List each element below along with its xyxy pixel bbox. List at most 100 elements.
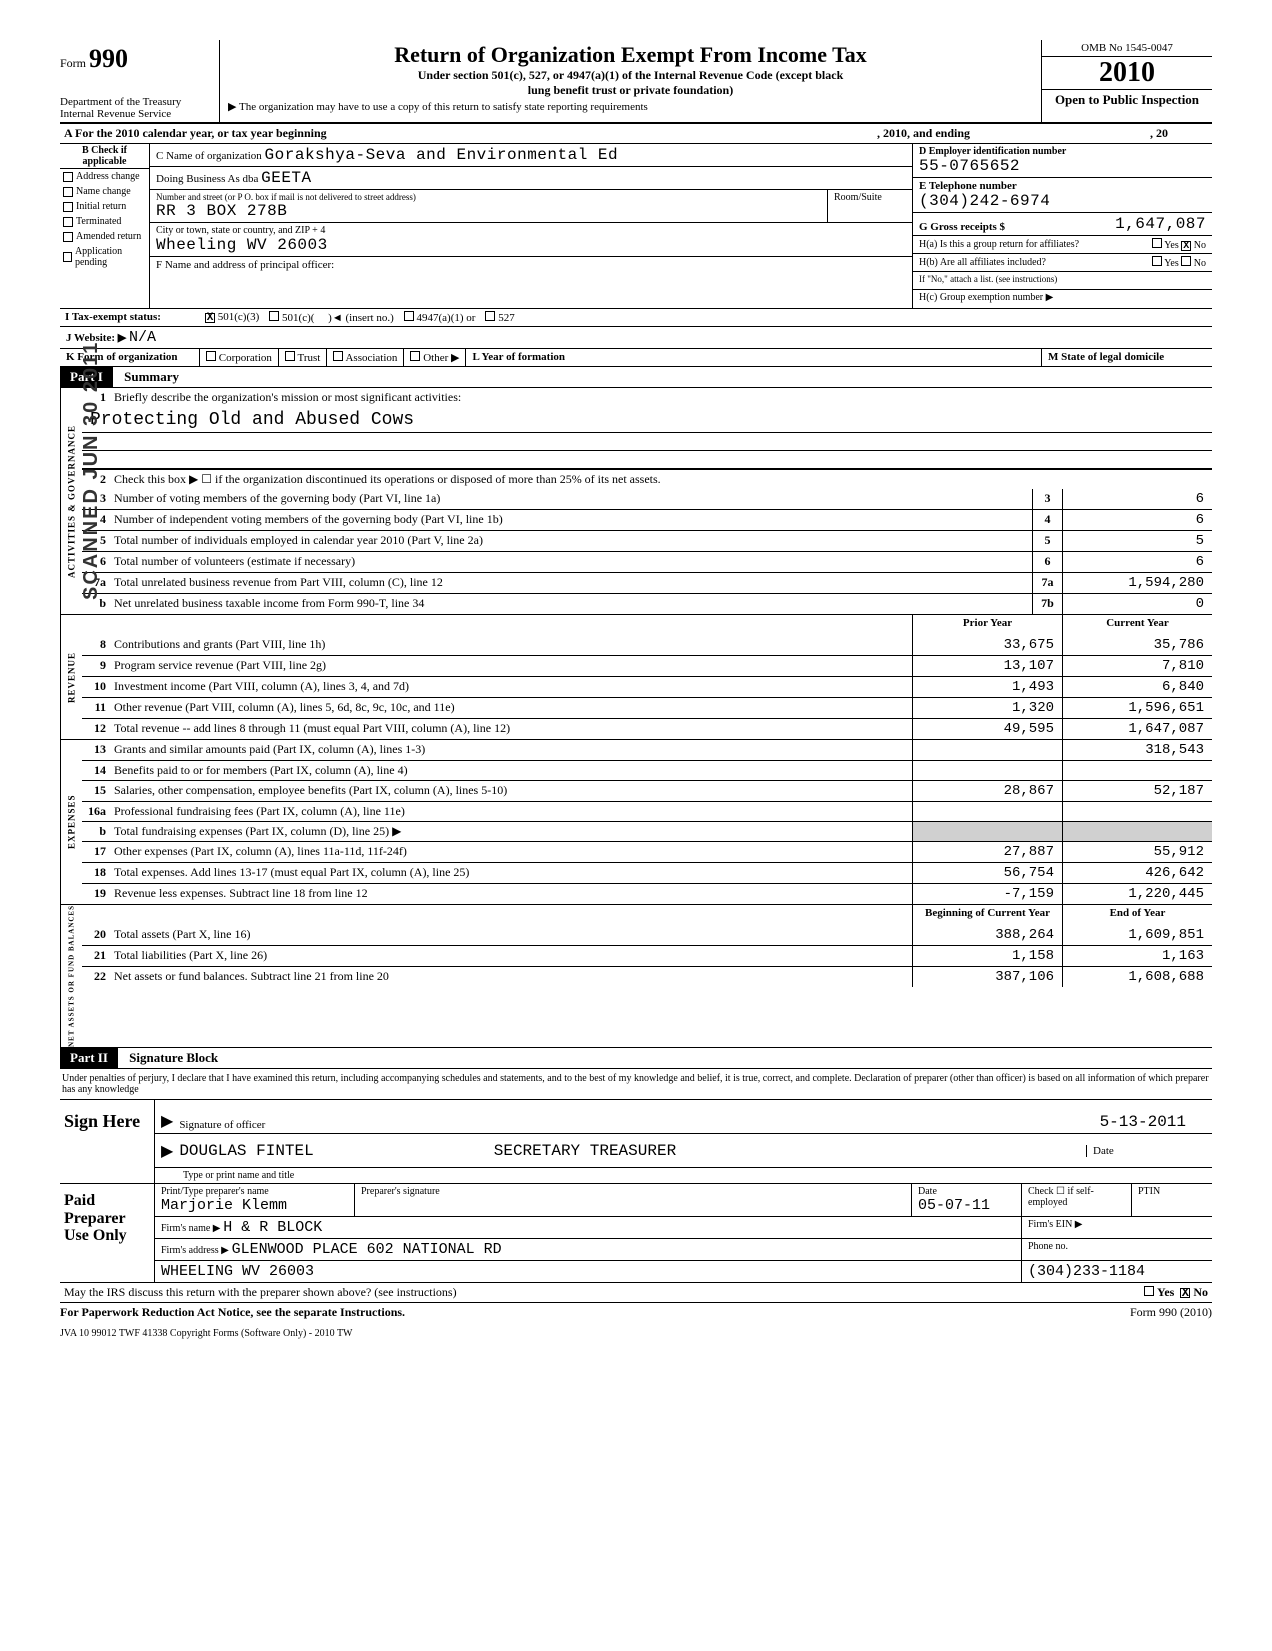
i-label: I Tax-exempt status:: [60, 309, 200, 326]
current-value: 6,840: [1062, 677, 1212, 697]
date-label: Date: [1086, 1145, 1206, 1157]
line-text: Total number of individuals employed in …: [110, 531, 1032, 551]
name-title-label: Type or print name and title: [183, 1170, 294, 1181]
checkbox-initial[interactable]: [63, 202, 73, 212]
check-self-employed: Check ☐ if self-employed: [1022, 1184, 1132, 1216]
checkbox-addr-change[interactable]: [63, 172, 73, 182]
opt-terminated: Terminated: [76, 216, 121, 227]
firm-ein-label: Firm's EIN ▶: [1022, 1217, 1212, 1238]
f-label: F Name and address of principal officer:: [156, 259, 334, 271]
current-value: 55,912: [1062, 842, 1212, 862]
pra-notice: For Paperwork Reduction Act Notice, see …: [60, 1305, 405, 1320]
assoc-box[interactable]: [333, 351, 343, 361]
501c3-box[interactable]: X: [205, 313, 215, 323]
preparer-name: Marjorie Klemm: [161, 1197, 348, 1214]
4947-box[interactable]: [404, 311, 414, 321]
current-value: 318,543: [1062, 740, 1212, 760]
checkbox-terminated[interactable]: [63, 217, 73, 227]
dba-label: Doing Business As dba: [156, 173, 258, 185]
prior-value: 27,887: [912, 842, 1062, 862]
hb-no-box[interactable]: [1181, 256, 1191, 266]
line-text: Contributions and grants (Part VIII, lin…: [110, 635, 912, 655]
line-text: Revenue less expenses. Subtract line 18 …: [110, 884, 912, 904]
row-j: J Website: ▶ N/A: [60, 327, 1212, 349]
501c-label: 501(c)(: [282, 312, 314, 324]
mission-text: Protecting Old and Abused Cows: [82, 408, 1212, 433]
ha-no-box[interactable]: X: [1181, 241, 1191, 251]
line-text: Total revenue -- add lines 8 through 11 …: [110, 719, 912, 739]
signature-label: Signature of officer: [179, 1119, 265, 1131]
line-text: Total number of volunteers (estimate if …: [110, 552, 1032, 572]
ha-yes-box[interactable]: [1152, 238, 1162, 248]
501c3-label: 501(c)(3): [218, 311, 260, 323]
firm-name-label: Firm's name ▶: [161, 1223, 221, 1234]
line-text: Other expenses (Part IX, column (A), lin…: [110, 842, 912, 862]
discuss-yes-box[interactable]: [1144, 1286, 1154, 1296]
line-text: Grants and similar amounts paid (Part IX…: [110, 740, 912, 760]
assoc-label: Association: [345, 352, 397, 364]
form-subtitle-2: lung benefit trust or private foundation…: [228, 83, 1033, 98]
side-netassets: NET ASSETS OR FUND BALANCES: [60, 905, 82, 1047]
side-governance: ACTIVITIES & GOVERNANCE: [60, 388, 82, 614]
opt-pending: Application pending: [75, 246, 146, 268]
prior-value: [912, 822, 1062, 841]
527-label: 527: [498, 312, 515, 324]
line-text: Number of voting members of the governin…: [110, 489, 1032, 509]
part-2-label: Part II: [60, 1048, 118, 1068]
end-year-header: End of Year: [1062, 905, 1212, 925]
opt-name-change: Name change: [76, 186, 131, 197]
current-value: 52,187: [1062, 781, 1212, 801]
prior-value: 49,595: [912, 719, 1062, 739]
room-suite-label: Room/Suite: [827, 190, 912, 222]
prior-value: 33,675: [912, 635, 1062, 655]
trust-box[interactable]: [285, 351, 295, 361]
prep-sig-label: Preparer's signature: [361, 1186, 905, 1197]
row-a: A For the 2010 calendar year, or tax yea…: [60, 124, 1212, 144]
officer-name: DOUGLAS FINTEL: [179, 1142, 313, 1160]
street-address: RR 3 BOX 278B: [156, 202, 821, 220]
hb-yes-box[interactable]: [1152, 256, 1162, 266]
part-1-title: Summary: [116, 369, 179, 384]
527-box[interactable]: [485, 311, 495, 321]
line-text: Program service revenue (Part VIII, line…: [110, 656, 912, 676]
line-text: Total assets (Part X, line 16): [110, 925, 912, 945]
prep-date-label: Date: [918, 1186, 1015, 1197]
l-label: L Year of formation: [466, 349, 1042, 366]
firm-addr-label: Firm's address ▶: [161, 1245, 229, 1256]
line-box: 5: [1032, 531, 1062, 551]
checkbox-pending[interactable]: [63, 252, 72, 262]
checkbox-name-change[interactable]: [63, 187, 73, 197]
part-1-header: Part I Summary: [60, 367, 1212, 388]
phone-value: (304)242-6974: [919, 192, 1206, 210]
corp-label: Corporation: [219, 352, 272, 364]
checkbox-amended[interactable]: [63, 232, 73, 242]
no-label-2: No: [1194, 258, 1206, 269]
form-990-footer: Form 990 (2010): [1130, 1305, 1212, 1320]
phone-label: Phone no.: [1022, 1239, 1212, 1260]
yes-label-2: Yes: [1164, 258, 1179, 269]
line-text: Total unrelated business revenue from Pa…: [110, 573, 1032, 593]
website-value: N/A: [129, 329, 156, 346]
beginning-year-header: Beginning of Current Year: [912, 905, 1062, 925]
arrow-icon-2: ▶: [161, 1141, 173, 1161]
yes-label-3: Yes: [1157, 1285, 1174, 1299]
corp-box[interactable]: [206, 351, 216, 361]
current-value: 1,596,651: [1062, 698, 1212, 718]
dept-treasury: Department of the Treasury: [60, 96, 213, 108]
discuss-no-box[interactable]: X: [1180, 1288, 1190, 1298]
current-value: 426,642: [1062, 863, 1212, 883]
irs-label: Internal Revenue Service: [60, 108, 213, 120]
current-value: 1,647,087: [1062, 719, 1212, 739]
tax-year: 2010: [1042, 57, 1212, 90]
other-box[interactable]: [410, 351, 420, 361]
org-name: Gorakshya-Seva and Environmental Ed: [265, 146, 619, 164]
current-year-header: Current Year: [1062, 615, 1212, 635]
ein-value: 55-0765652: [919, 157, 1206, 175]
line-box: 6: [1032, 552, 1062, 572]
row-a-left: A For the 2010 calendar year, or tax yea…: [64, 126, 327, 141]
omb-number: OMB No 1545-0047: [1042, 40, 1212, 57]
prior-value: 387,106: [912, 967, 1062, 987]
line-text: Total fundraising expenses (Part IX, col…: [110, 822, 912, 841]
section-b-header: B Check if applicable: [60, 144, 149, 169]
501c-box[interactable]: [269, 311, 279, 321]
